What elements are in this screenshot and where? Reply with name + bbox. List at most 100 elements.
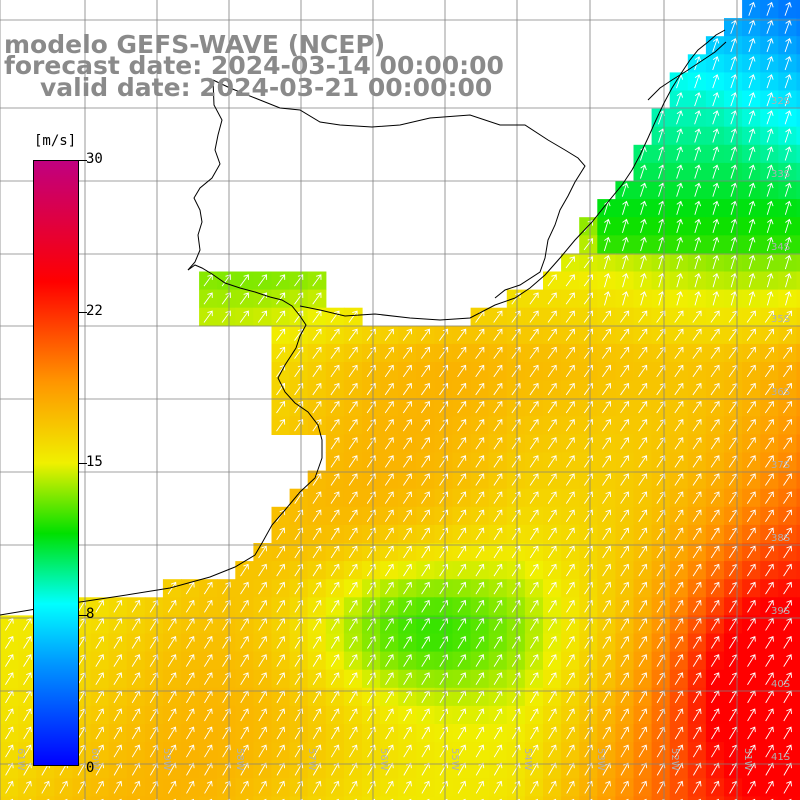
wind-arrow — [640, 291, 647, 306]
wind-arrow — [276, 780, 286, 794]
wind-arrow — [620, 346, 630, 359]
wind-cell — [687, 796, 707, 800]
wind-arrow — [529, 672, 539, 685]
wind-arrow — [747, 654, 756, 667]
wind-arrow — [439, 599, 449, 613]
wind-arrow — [692, 545, 702, 559]
wind-arrow — [584, 762, 593, 776]
wind-arrow — [421, 527, 430, 541]
wind-arrow — [656, 654, 666, 667]
wind-arrow — [620, 563, 630, 577]
wind-arrow — [638, 364, 648, 378]
wind-arrow — [276, 527, 286, 541]
wind-arrow — [421, 780, 430, 794]
wind-arrow — [782, 328, 793, 341]
wind-arrow — [113, 672, 123, 685]
wind-arrow — [712, 254, 720, 270]
coastline-argentina-uruguay — [0, 264, 323, 616]
wind-arrow — [746, 382, 756, 396]
wind-arrow — [113, 708, 123, 722]
wind-arrow — [240, 636, 249, 649]
wind-arrow — [692, 419, 702, 432]
wind-arrow — [602, 419, 612, 432]
wind-arrow — [167, 599, 177, 613]
wind-arrow — [748, 164, 756, 179]
lat-label: 40S — [771, 679, 790, 690]
wind-arrow — [674, 419, 684, 432]
wind-arrow — [710, 419, 720, 432]
wind-arrow — [457, 437, 467, 450]
border-uruguay — [212, 79, 586, 299]
wind-arrow — [565, 455, 575, 468]
wind-arrow — [403, 654, 412, 667]
wind-arrow — [330, 455, 340, 468]
wind-arrow — [764, 419, 774, 432]
wind-arrow — [676, 110, 684, 125]
wind-arrow — [674, 563, 684, 577]
wind-arrow — [384, 364, 394, 378]
wind-arrow — [23, 708, 32, 722]
wind-arrow — [131, 726, 141, 740]
wind-arrow — [566, 744, 575, 758]
wind-arrow — [584, 780, 593, 794]
wind-arrow — [674, 328, 684, 341]
wind-arrow — [747, 581, 756, 595]
wind-arrow — [602, 726, 611, 740]
wind-arrow — [674, 346, 684, 359]
wind-cell — [796, 524, 800, 544]
wind-arrow — [95, 762, 105, 776]
wind-arrow — [330, 400, 340, 414]
wind-arrow — [511, 545, 521, 559]
wind-arrow — [674, 382, 684, 396]
wind-arrow — [457, 400, 467, 414]
wind-arrow — [783, 672, 792, 685]
wind-arrow — [765, 473, 774, 486]
wind-arrow — [258, 563, 267, 577]
wind-arrow — [712, 273, 720, 288]
wind-arrow — [676, 218, 683, 234]
wind-arrow — [674, 473, 684, 486]
wind-arrow — [5, 762, 14, 776]
wind-arrow — [330, 509, 340, 522]
wind-arrow — [640, 164, 647, 179]
wind-arrow — [783, 780, 792, 794]
wind-arrow — [385, 545, 394, 559]
wind-arrow — [367, 798, 376, 800]
wind-arrow — [421, 563, 430, 577]
wind-arrow — [95, 780, 105, 794]
wind-arrow — [439, 491, 449, 504]
wind-arrow — [23, 798, 32, 800]
wind-arrow — [149, 636, 159, 649]
wind-arrow — [204, 654, 213, 667]
wind-arrow — [529, 599, 539, 613]
lon-label: 52W — [669, 748, 680, 771]
wind-arrow — [783, 364, 793, 378]
wind-arrow — [240, 617, 249, 631]
wind-arrow — [620, 419, 630, 432]
wind-arrow — [583, 346, 593, 359]
wind-arrow — [747, 527, 756, 541]
wind-arrow — [402, 328, 412, 341]
lat-label: 33S — [771, 169, 790, 180]
wind-arrow — [95, 636, 105, 649]
wind-arrow — [348, 364, 358, 378]
wind-arrow — [330, 473, 340, 486]
wind-arrow — [421, 581, 430, 595]
wind-arrow — [548, 726, 557, 740]
wind-cell — [597, 796, 616, 800]
wind-arrow — [638, 455, 648, 468]
wind-cell — [796, 633, 800, 653]
wind-arrow — [783, 636, 792, 649]
wind-arrow — [312, 617, 322, 631]
wind-arrow — [674, 437, 684, 450]
wind-arrow — [384, 491, 394, 504]
wind-arrow — [602, 364, 612, 378]
lat-label: 38S — [771, 533, 790, 544]
wind-arrow — [710, 491, 720, 504]
wind-arrow — [475, 364, 485, 378]
wind-arrow — [529, 328, 539, 341]
wind-arrow — [638, 491, 648, 504]
wind-arrow — [131, 708, 141, 722]
wind-arrow — [312, 708, 322, 722]
wind-arrow — [748, 182, 756, 197]
